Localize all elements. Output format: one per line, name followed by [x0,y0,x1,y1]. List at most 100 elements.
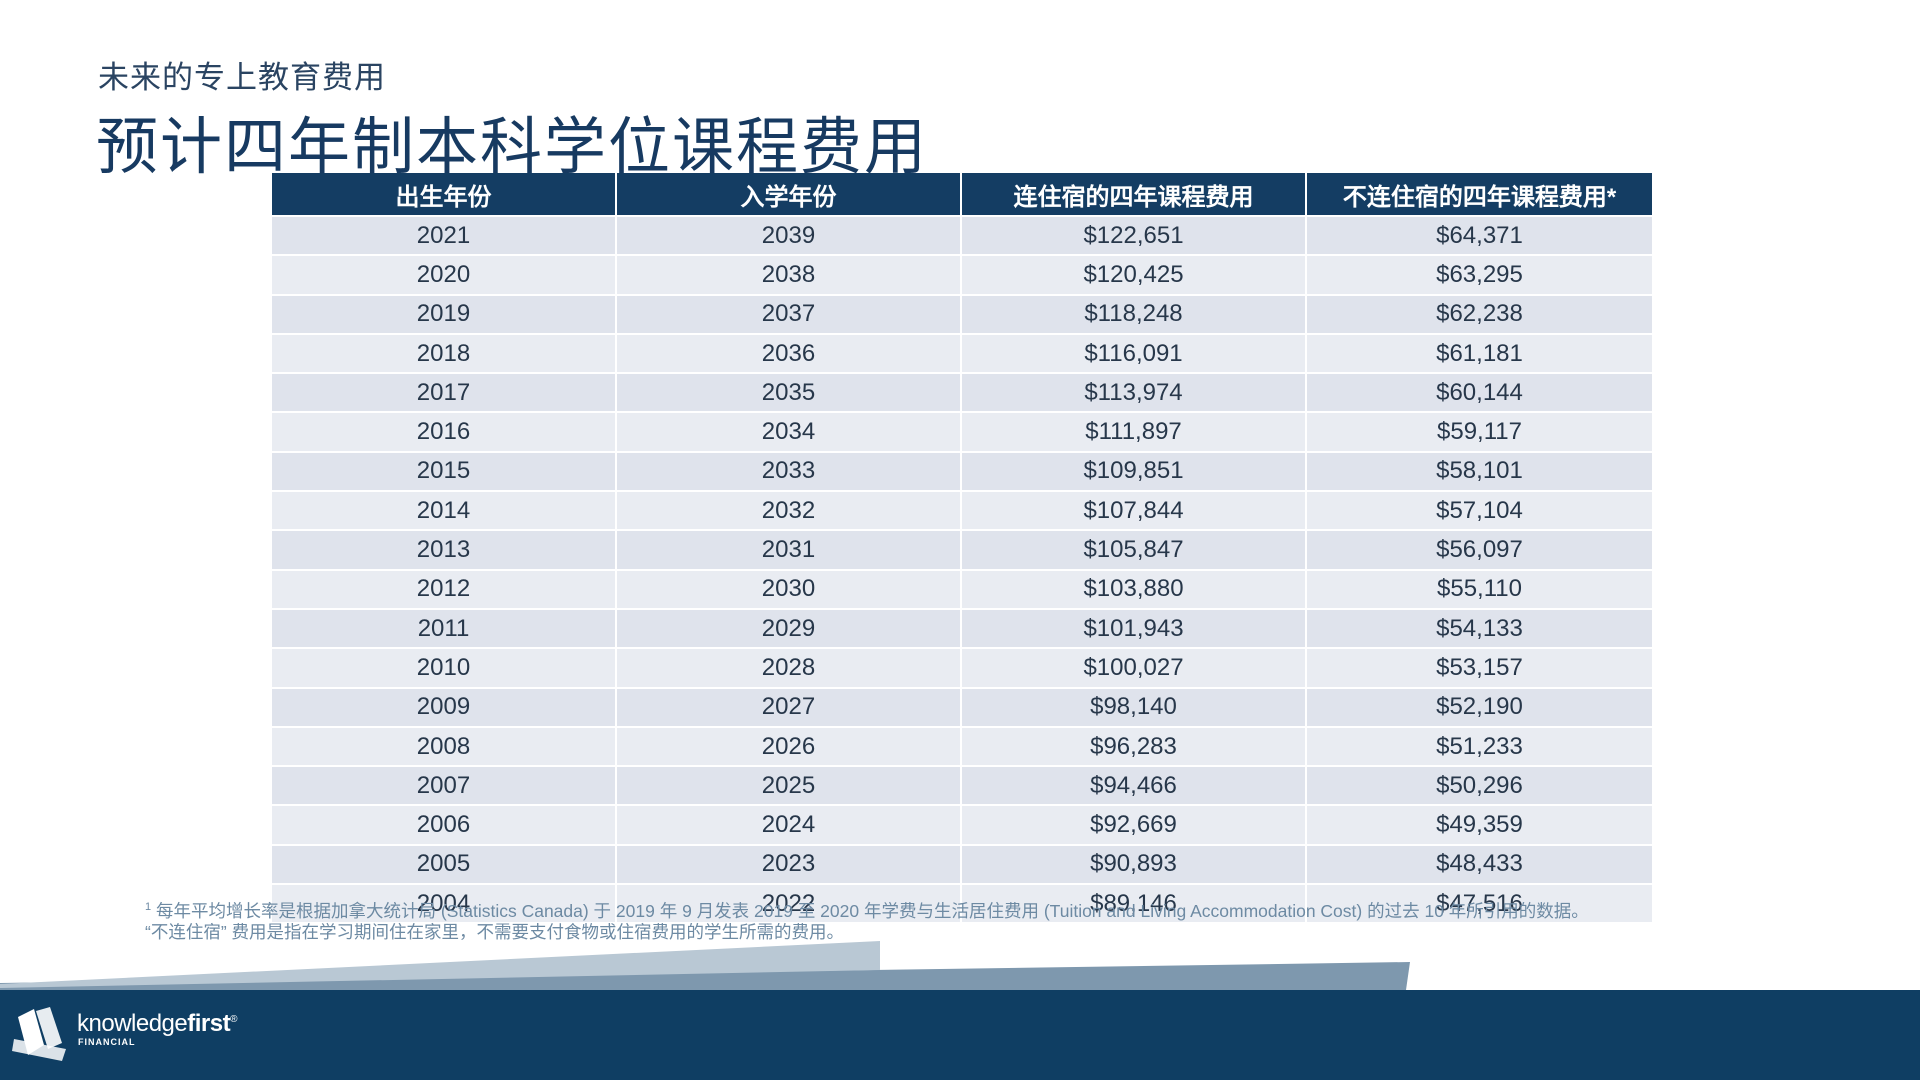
cell-entry-year: 2038 [617,254,962,294]
cell-cost-with-residence: $98,140 [962,686,1307,726]
cell-birth-year: 2020 [272,254,617,294]
table-row: 2013 2031 $105,847 $56,097 [272,529,1652,569]
table-row: 2011 2029 $101,943 $54,133 [272,607,1652,648]
brand-name: knowledgefirst® [77,1010,237,1038]
cell-birth-year: 2014 [272,490,617,530]
cell-cost-without-residence: $47,516 [1307,883,1652,923]
cell-birth-year: 2017 [272,372,617,412]
cell-birth-year: 2006 [272,804,617,844]
table-row: 2004 2022 $89,146 $47,516 [272,883,1652,923]
cell-entry-year: 2024 [617,804,962,844]
cell-cost-with-residence: $120,425 [962,254,1307,294]
cell-cost-without-residence: $57,104 [1307,490,1652,530]
cell-cost-without-residence: $56,097 [1307,529,1652,569]
cell-entry-year: 2039 [617,215,962,255]
cell-entry-year: 2030 [617,568,962,608]
header-cost-with-residence: 连住宿的四年课程费用 [962,173,1307,215]
cell-cost-with-residence: $90,893 [962,843,1307,884]
cell-entry-year: 2032 [617,490,962,530]
cell-cost-without-residence: $58,101 [1307,450,1652,491]
cell-cost-with-residence: $116,091 [962,332,1307,373]
cell-birth-year: 2010 [272,647,617,687]
cell-birth-year: 2021 [272,215,617,255]
cell-entry-year: 2033 [617,450,962,491]
footer-bar [0,990,1920,1080]
cell-entry-year: 2026 [617,725,962,766]
cell-cost-with-residence: $101,943 [962,607,1307,648]
cell-birth-year: 2008 [272,725,617,766]
cell-cost-with-residence: $103,880 [962,568,1307,608]
cell-cost-with-residence: $113,974 [962,372,1307,412]
footnote-2: “不连住宿” 费用是指在学习期间住在家里，不需要支付食物或住宿费用的学生所需的费… [145,921,845,942]
brand-trademark: ® [230,1014,237,1025]
cell-birth-year: 2005 [272,843,617,884]
cell-cost-with-residence: $107,844 [962,490,1307,530]
cell-cost-without-residence: $59,117 [1307,411,1652,451]
cell-cost-without-residence: $60,144 [1307,372,1652,412]
brand-name-light: knowledge [77,1010,188,1037]
header-birth-year: 出生年份 [272,173,617,215]
cell-birth-year: 2007 [272,765,617,805]
header-cost-without-residence: 不连住宿的四年课程费用* [1307,173,1652,215]
slide-subtitle: 未来的专上教育费用 [98,60,386,95]
table-row: 2018 2036 $116,091 $61,181 [272,332,1652,373]
header-entry-year: 入学年份 [617,173,962,215]
cell-entry-year: 2023 [617,843,962,884]
cell-birth-year: 2013 [272,529,617,569]
cell-entry-year: 2027 [617,686,962,726]
cell-entry-year: 2028 [617,647,962,687]
cell-cost-without-residence: $61,181 [1307,332,1652,373]
table-row: 2021 2039 $122,651 $64,371 [272,215,1652,255]
table-row: 2007 2025 $94,466 $50,296 [272,765,1652,805]
cell-birth-year: 2019 [272,293,617,333]
table-row: 2020 2038 $120,425 $63,295 [272,254,1652,294]
cell-entry-year: 2037 [617,293,962,333]
cell-birth-year: 2015 [272,450,617,491]
cell-cost-without-residence: $52,190 [1307,686,1652,726]
cell-entry-year: 2022 [617,883,962,923]
cell-birth-year: 2016 [272,411,617,451]
cell-cost-with-residence: $94,466 [962,765,1307,805]
footnote-marker: 1 [145,901,152,913]
table-row: 2016 2034 $111,897 $59,117 [272,411,1652,451]
slide-title: 预计四年制本科学位课程费用 [96,113,929,182]
cell-cost-with-residence: $92,669 [962,804,1307,844]
knowledge-first-logo-icon [12,1007,66,1061]
table-row: 2009 2027 $98,140 $52,190 [272,686,1652,726]
footnote-1-text: 每年平均增长率是根据加拿大统计局 (Statistics Canada) 于 2… [156,900,1589,921]
cell-birth-year: 2004 [272,883,617,923]
cell-cost-with-residence: $111,897 [962,411,1307,451]
table-header-row: 出生年份 入学年份 连住宿的四年课程费用 不连住宿的四年课程费用* [272,173,1652,215]
footnotes: 1 每年平均增长率是根据加拿大统计局 (Statistics Canada) 于… [145,897,1589,943]
cell-cost-with-residence: $118,248 [962,293,1307,333]
cell-cost-with-residence: $105,847 [962,529,1307,569]
cell-cost-without-residence: $64,371 [1307,215,1652,255]
cell-cost-with-residence: $109,851 [962,450,1307,491]
band-light [0,941,880,988]
brand-name-bold: first [187,1010,231,1037]
cell-cost-without-residence: $55,110 [1307,568,1652,608]
cell-entry-year: 2025 [617,765,962,805]
cell-cost-without-residence: $48,433 [1307,843,1652,884]
table-row: 2005 2023 $90,893 $48,433 [272,843,1652,884]
table-row: 2008 2026 $96,283 $51,233 [272,725,1652,766]
cost-table: 出生年份 入学年份 连住宿的四年课程费用 不连住宿的四年课程费用* 2021 20… [272,173,1652,923]
cell-cost-without-residence: $50,296 [1307,765,1652,805]
cell-birth-year: 2009 [272,686,617,726]
cell-birth-year: 2018 [272,332,617,373]
cell-cost-without-residence: $53,157 [1307,647,1652,687]
cell-cost-without-residence: $54,133 [1307,607,1652,648]
cell-entry-year: 2035 [617,372,962,412]
table-row: 2015 2033 $109,851 $58,101 [272,450,1652,491]
decorative-band [0,941,1410,990]
cell-cost-with-residence: $89,146 [962,883,1307,923]
cell-entry-year: 2034 [617,411,962,451]
cell-cost-with-residence: $96,283 [962,725,1307,766]
brand-subtitle: FINANCIAL [78,1037,136,1047]
table-row: 2019 2037 $118,248 $62,238 [272,293,1652,333]
cell-cost-without-residence: $49,359 [1307,804,1652,844]
cell-cost-without-residence: $63,295 [1307,254,1652,294]
cell-entry-year: 2036 [617,332,962,373]
cell-entry-year: 2031 [617,529,962,569]
cell-cost-without-residence: $51,233 [1307,725,1652,766]
